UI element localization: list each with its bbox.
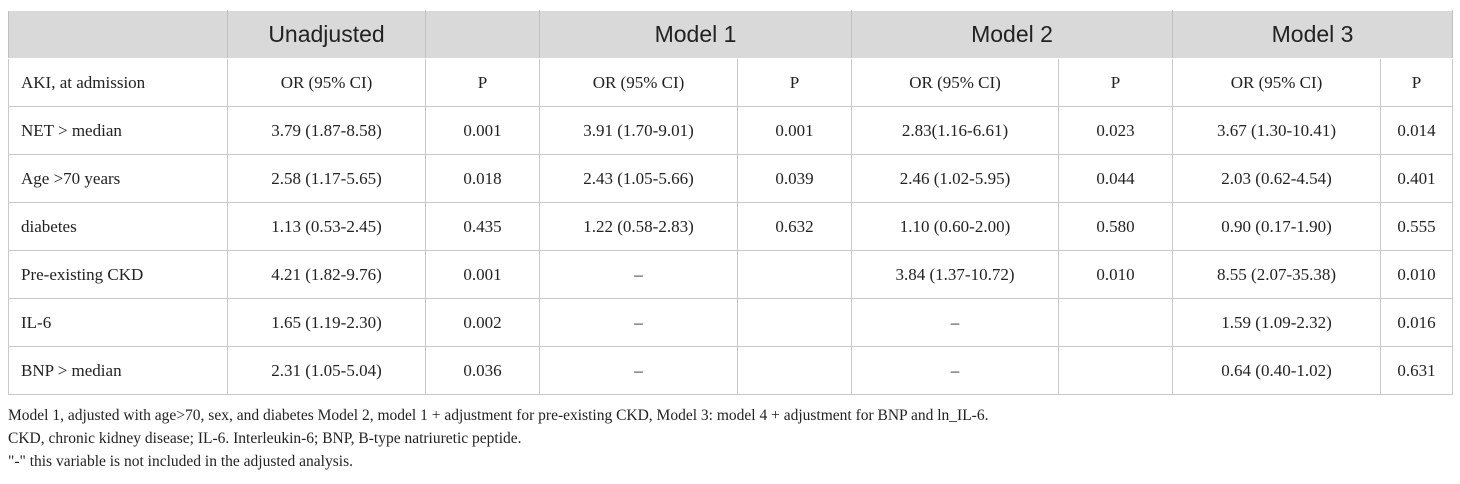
data-cell: 0.001 — [425, 106, 540, 155]
row-label: BNP > median — [8, 346, 228, 395]
row-label: diabetes — [8, 202, 228, 251]
data-cell: – — [539, 298, 738, 347]
subheader-cell: P — [1380, 58, 1454, 107]
header-row: Unadjusted Model 1 Model 2 Model 3 — [8, 10, 1454, 59]
data-cell: 4.21 (1.82-9.76) — [227, 250, 426, 299]
data-cell: 0.001 — [425, 250, 540, 299]
data-cell: 0.64 (0.40-1.02) — [1172, 346, 1382, 395]
data-cell — [736, 250, 853, 299]
results-table: Unadjusted Model 1 Model 2 Model 3 AKI, at a… — [8, 10, 1454, 395]
data-cell: 0.555 — [1380, 202, 1454, 251]
data-cell: 0.580 — [1058, 202, 1174, 251]
data-cell: 0.036 — [425, 346, 540, 395]
subheader-cell: P — [1058, 58, 1174, 107]
data-cell: 0.001 — [736, 106, 853, 155]
subheader-cell: OR (95% CI) — [227, 58, 426, 107]
row-label: Pre-existing CKD — [8, 250, 228, 299]
header-cell: Model 3 — [1172, 10, 1454, 59]
footnote: "-" this variable is not included in the… — [8, 453, 353, 470]
table-wrap: Unadjusted Model 1 Model 2 Model 3 AKI, at a… — [8, 10, 1454, 395]
data-cell: 3.84 (1.37-10.72) — [851, 250, 1060, 299]
footnotes: Model 1, adjusted with age>70, sex, and … — [8, 404, 988, 473]
data-row: BNP > median 2.31 (1.05-5.04) 0.036– –0.64 … — [8, 346, 1454, 395]
subheader-cell: OR (95% CI) — [851, 58, 1060, 107]
data-cell: 0.631 — [1380, 346, 1454, 395]
row-label: NET > median — [8, 106, 228, 155]
data-cell: 0.010 — [1380, 250, 1454, 299]
data-cell: 0.435 — [425, 202, 540, 251]
data-cell: 0.401 — [1380, 154, 1454, 203]
data-cell: 0.632 — [736, 202, 853, 251]
header-cell — [8, 10, 228, 59]
row-label: IL-6 — [8, 298, 228, 347]
data-row: diabetes 1.13 (0.53-2.45) 0.435 1.22 (0.58-… — [8, 202, 1454, 251]
data-cell — [736, 298, 853, 347]
data-cell: 0.016 — [1380, 298, 1454, 347]
data-cell: 1.13 (0.53-2.45) — [227, 202, 426, 251]
data-cell: 8.55 (2.07-35.38) — [1172, 250, 1382, 299]
data-cell: – — [851, 346, 1060, 395]
subheader-cell: P — [425, 58, 540, 107]
data-cell: 1.59 (1.09-2.32) — [1172, 298, 1382, 347]
data-cell: 2.58 (1.17-5.65) — [227, 154, 426, 203]
data-cell: – — [851, 298, 1060, 347]
data-cell: 3.91 (1.70-9.01) — [539, 106, 738, 155]
data-cell: – — [539, 346, 738, 395]
data-cell: 0.018 — [425, 154, 540, 203]
data-cell: 2.03 (0.62-4.54) — [1172, 154, 1382, 203]
header-cell — [425, 10, 540, 59]
data-cell: 2.83(1.16-6.61) — [851, 106, 1060, 155]
data-cell — [1058, 346, 1174, 395]
data-cell: 1.10 (0.60-2.00) — [851, 202, 1060, 251]
subheader-cell: P — [736, 58, 853, 107]
subheader-cell: OR (95% CI) — [1172, 58, 1382, 107]
data-cell: 2.31 (1.05-5.04) — [227, 346, 426, 395]
header-cell: Unadjusted — [227, 10, 426, 59]
data-row: Pre-existing CKD 4.21 (1.82-9.76) 0.001– 3.… — [8, 250, 1454, 299]
subheader-cell: AKI, at admission — [8, 58, 228, 107]
data-cell: 3.79 (1.87-8.58) — [227, 106, 426, 155]
data-cell: 0.014 — [1380, 106, 1454, 155]
header-cell: Model 1 — [538, 10, 853, 59]
data-cell: 2.46 (1.02-5.95) — [851, 154, 1060, 203]
data-row: NET > median 3.79 (1.87-8.58) 0.001 3.91 (1… — [8, 106, 1454, 155]
data-cell: 0.039 — [736, 154, 853, 203]
subheader-row: AKI, at admission OR (95% CI) P OR (95% CI)… — [8, 58, 1454, 107]
subheader-cell: OR (95% CI) — [539, 58, 738, 107]
data-cell — [736, 346, 853, 395]
footnote: Model 1, adjusted with age>70, sex, and … — [8, 407, 989, 424]
data-cell: 2.43 (1.05-5.66) — [539, 154, 738, 203]
data-cell: 0.90 (0.17-1.90) — [1172, 202, 1382, 251]
data-cell: 1.65 (1.19-2.30) — [227, 298, 426, 347]
data-cell: 1.22 (0.58-2.83) — [539, 202, 738, 251]
data-cell — [1058, 298, 1174, 347]
row-label: Age >70 years — [8, 154, 228, 203]
header-cell: Model 2 — [851, 10, 1174, 59]
data-cell: 0.044 — [1058, 154, 1174, 203]
data-row: IL-6 1.65 (1.19-2.30) 0.002– –1.59 (1.09-2.… — [8, 298, 1454, 347]
data-cell: 0.023 — [1058, 106, 1174, 155]
data-row: Age >70 years 2.58 (1.17-5.65) 0.018 2.43 (… — [8, 154, 1454, 203]
data-cell: 3.67 (1.30-10.41) — [1172, 106, 1382, 155]
data-cell: 0.002 — [425, 298, 540, 347]
data-cell: 0.010 — [1058, 250, 1174, 299]
data-cell: – — [539, 250, 738, 299]
footnote: CKD, chronic kidney disease; IL-6. Inter… — [8, 430, 522, 447]
